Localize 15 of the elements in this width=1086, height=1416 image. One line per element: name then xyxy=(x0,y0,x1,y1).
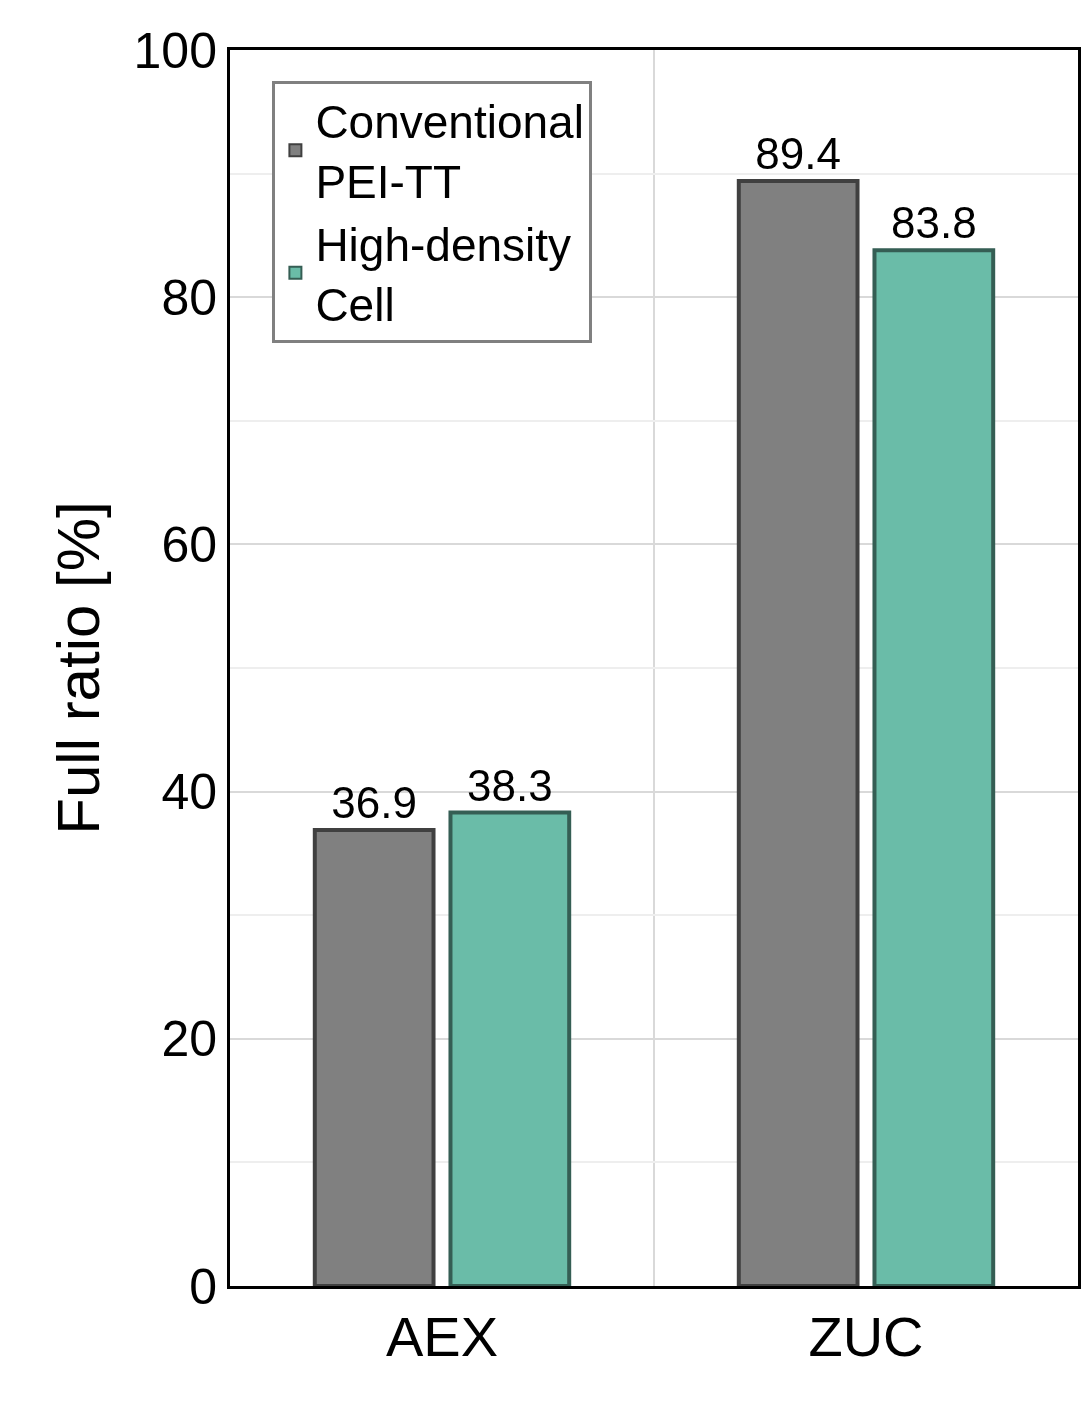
y-tick-label: 80 xyxy=(161,269,217,326)
y-tick-label: 0 xyxy=(189,1258,217,1315)
y-tick-label: 20 xyxy=(161,1011,217,1068)
data-label: 89.4 xyxy=(755,129,841,179)
data-label: 83.8 xyxy=(891,198,977,248)
x-tick-label: AEX xyxy=(385,1305,499,1369)
data-label: 36.9 xyxy=(331,777,417,827)
y-axis-title: Full ratio [%] xyxy=(45,501,113,835)
legend-label: High-density Cell xyxy=(315,218,572,331)
legend-label: Conventional PEI-TT xyxy=(315,96,584,209)
y-tick-label: 60 xyxy=(161,516,217,573)
y-tick-label: 100 xyxy=(133,22,217,79)
y-tick-label: 40 xyxy=(161,764,217,821)
data-label: 38.3 xyxy=(467,760,553,810)
x-tick-label: ZUC xyxy=(808,1305,924,1369)
